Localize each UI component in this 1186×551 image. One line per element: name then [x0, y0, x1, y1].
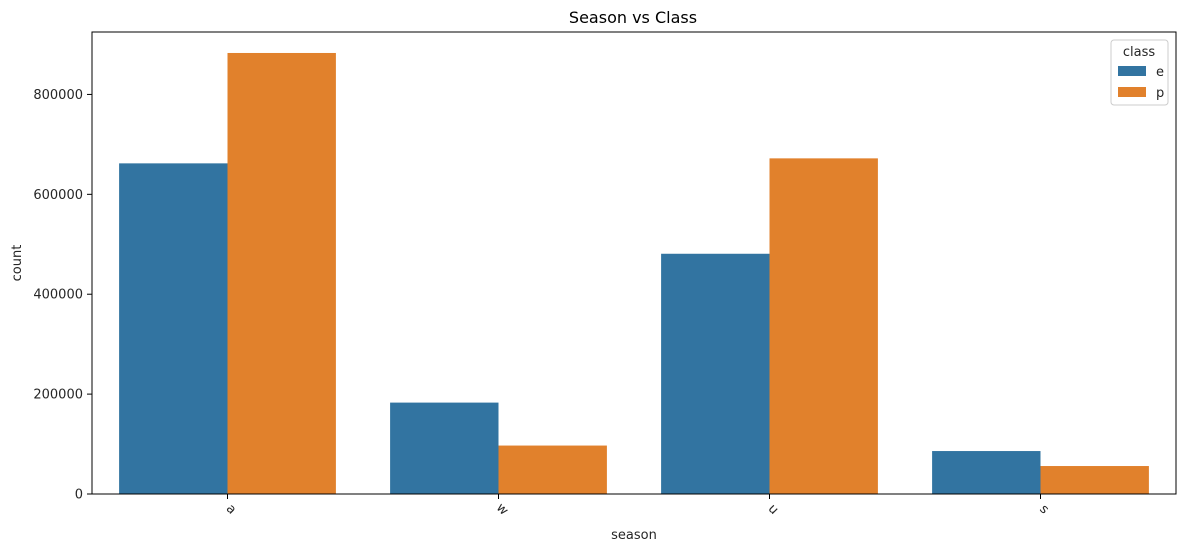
plot-frame — [91, 31, 1177, 495]
y-tick-label: 800000 — [33, 88, 83, 103]
y-tick-label: 0 — [75, 488, 83, 503]
legend-swatch-p — [1118, 87, 1146, 97]
bar-e-u — [661, 253, 770, 494]
bar-e-s — [932, 451, 1041, 494]
x-tick-label: s — [1036, 502, 1052, 518]
y-tick-label: 600000 — [33, 188, 83, 203]
x-axis-label: season — [611, 528, 657, 543]
y-tick-label: 200000 — [33, 388, 83, 403]
y-axis-label: count — [10, 245, 25, 282]
x-tick-label: a — [223, 501, 239, 517]
legend-label-p: p — [1156, 86, 1164, 101]
chart-title: Season vs Class — [569, 8, 697, 27]
legend: class ep — [1110, 39, 1169, 106]
bar-p-a — [227, 52, 336, 495]
bar-e-w — [390, 402, 499, 494]
y-tick-label: 400000 — [33, 288, 83, 303]
bar-e-a — [119, 163, 228, 494]
legend-swatch-e — [1118, 66, 1146, 76]
legend-label-e: e — [1156, 65, 1164, 80]
bar-p-s — [1040, 466, 1149, 494]
legend-title: class — [1123, 45, 1155, 60]
bars — [119, 52, 1149, 495]
x-tick-label: w — [493, 500, 511, 518]
bar-p-u — [769, 158, 878, 494]
y-axis: 0 200000 400000 600000 800000 — [33, 88, 92, 503]
x-tick-label: u — [765, 501, 781, 517]
bar-p-w — [498, 445, 607, 494]
